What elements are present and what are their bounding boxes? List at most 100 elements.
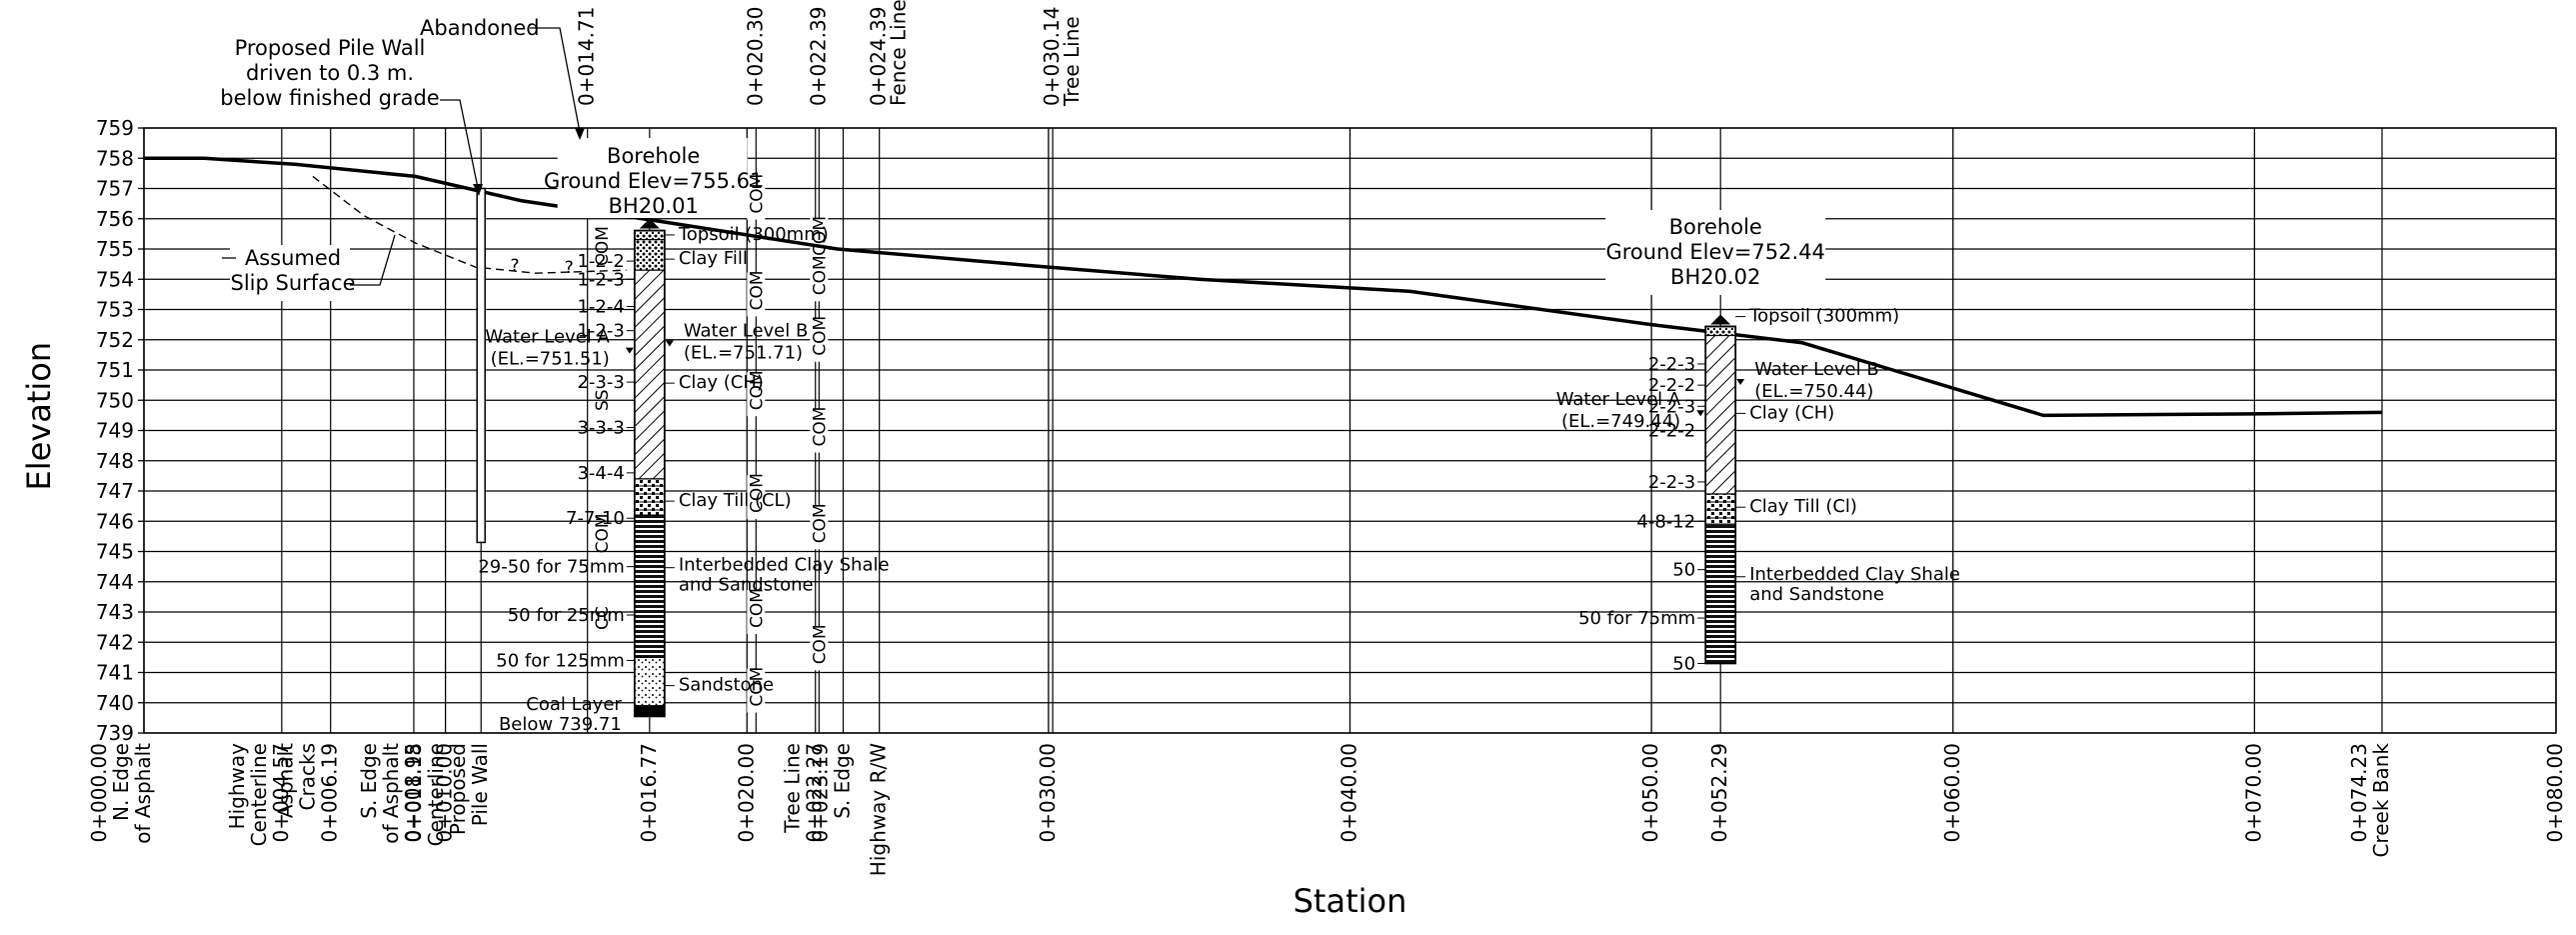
- pile-wall-note: driven to 0.3 m.: [246, 61, 414, 85]
- spt-blow-count: 3-3-3: [577, 417, 624, 438]
- y-tick-label: 747: [96, 479, 134, 503]
- y-tick-label: 741: [96, 661, 134, 685]
- y-tick-label: 746: [96, 509, 134, 533]
- water-level-b-label: Water Level B: [1754, 359, 1879, 380]
- x-station-label: 0+050.00: [1638, 743, 1662, 842]
- x-station-label: S. Edge: [357, 743, 381, 819]
- x-top-station-label: Tree Line: [1060, 16, 1084, 107]
- coal-note: Below 739.71: [499, 714, 622, 735]
- pile-wall-note: Proposed Pile Wall: [235, 36, 426, 60]
- layer-label: Clay (CH): [679, 372, 764, 393]
- water-level-b-label: Water Level B: [684, 321, 809, 342]
- x-station-label: 0+030.00: [1036, 743, 1060, 842]
- y-tick-label: 755: [96, 237, 134, 261]
- water-level-a-icon: [1696, 410, 1704, 416]
- spt-blow-count: 50 for 25mm: [508, 605, 625, 626]
- bh2-header: Borehole: [1669, 215, 1762, 239]
- spt-blow-count: 50: [1672, 560, 1695, 581]
- x-station-label: 0+040.00: [1337, 743, 1361, 842]
- borehole-layer: [635, 657, 665, 705]
- layer-label: Clay (CH): [1749, 402, 1834, 423]
- bh1-header: Ground Elev=755.61: [544, 169, 763, 193]
- spt-blow-count: 2-3-3: [577, 372, 624, 393]
- x-station-label: S. Edge: [830, 743, 854, 819]
- y-tick-label: 756: [96, 207, 134, 231]
- x-station-label: Creek Bank: [2369, 743, 2393, 858]
- water-level-b-label: (EL.=751.71): [684, 343, 803, 364]
- y-tick-label: 759: [96, 116, 134, 140]
- borehole-top-marker: [1710, 314, 1730, 324]
- layer-label: and Sandstone: [1749, 584, 1884, 605]
- x-station-label: 0+023.19: [808, 743, 832, 842]
- layer-label: Clay Fill: [679, 248, 748, 269]
- abandoned-label: Abandoned: [420, 16, 540, 40]
- borehole-layer: [635, 231, 665, 240]
- borehole-layer: [635, 479, 665, 515]
- grid-lines: [144, 128, 2556, 733]
- borehole-layer: [635, 515, 665, 657]
- water-level-a-label: Water Level A: [485, 327, 610, 348]
- column-marker-label: COM: [810, 624, 830, 664]
- axes: 7397407417427437447457467477487497507517…: [20, 0, 2567, 920]
- spt-blow-count: 2-2-3: [1648, 472, 1695, 493]
- y-tick-label: 745: [96, 540, 134, 564]
- spt-blow-count: 50 for 125mm: [496, 650, 625, 671]
- water-level-b-icon: [1736, 379, 1744, 385]
- spt-blow-count: 2-2-3: [1648, 354, 1695, 375]
- layer-label: Interbedded Clay Shale: [1749, 564, 1960, 585]
- column-marker-label: COM: [810, 407, 830, 447]
- y-tick-label: 754: [96, 267, 134, 291]
- borehole-layer: [1705, 524, 1735, 663]
- water-level-a-label: (EL.=749.44): [1561, 411, 1680, 432]
- x-station-label: 0+074.23: [2347, 743, 2371, 842]
- spt-blow-count: 50 for 75mm: [1578, 608, 1695, 629]
- pile-wall: [477, 189, 485, 543]
- ground-profile: ??: [144, 158, 2382, 542]
- x-axis-title: Station: [1293, 882, 1407, 920]
- y-tick-label: 743: [96, 600, 134, 624]
- x-top-station-label: 0+020.30: [743, 7, 767, 106]
- boreholes: 1-2-21-2-31-2-41-2-32-3-33-3-33-4-47-7-1…: [478, 219, 1960, 735]
- x-station-label: N. Edge: [109, 743, 133, 821]
- column-marker-label: COM: [810, 316, 830, 356]
- bh1-header: BH20.01: [609, 194, 699, 218]
- x-station-label: 0+006.19: [318, 743, 342, 842]
- bh2-header: BH20.02: [1670, 265, 1760, 289]
- spt-blow-count: 3-4-4: [577, 463, 624, 484]
- pile-wall-note: below finished grade: [220, 86, 439, 110]
- slip-note: Assumed: [245, 246, 341, 270]
- water-level-b-label: (EL.=750.44): [1754, 381, 1873, 402]
- x-station-label: Centerline: [424, 743, 448, 846]
- x-station-label: of Asphalt: [131, 743, 155, 844]
- x-station-label: Cracks: [296, 743, 320, 810]
- layer-label: Topsoil (300mm): [678, 224, 829, 245]
- borehole-layer: [635, 240, 665, 271]
- spt-blow-count: 1-2-4: [577, 296, 624, 317]
- spt-blow-count: 7-7-10: [566, 508, 625, 529]
- y-tick-label: 742: [96, 630, 134, 654]
- layer-label: Topsoil (300mm): [1748, 306, 1899, 327]
- x-top-station-label: Fence Line: [887, 0, 911, 106]
- spt-blow-count: 50: [1672, 653, 1695, 674]
- layer-label: Clay Till (Cl): [1749, 496, 1857, 517]
- x-station-label: 0+052.29: [1707, 743, 1731, 842]
- borehole-layer: [1705, 326, 1735, 335]
- x-station-label: 0+060.00: [1940, 743, 1964, 842]
- y-tick-label: 751: [96, 358, 134, 382]
- water-level-b-icon: [666, 341, 674, 347]
- x-station-label: Tree Line: [781, 743, 805, 834]
- y-tick-label: 739: [96, 721, 134, 745]
- bh2-header: Ground Elev=752.44: [1605, 240, 1824, 264]
- layer-label: Interbedded Clay Shale: [679, 555, 890, 576]
- coal-note: Coal Layer: [526, 694, 622, 715]
- y-tick-label: 744: [96, 570, 134, 594]
- layer-label: and Sandstone: [679, 575, 814, 596]
- x-station-label: Proposed: [446, 743, 470, 835]
- slip-question-mark: ?: [565, 258, 574, 278]
- slip-leader: [350, 235, 395, 285]
- column-marker-label: COM: [810, 255, 830, 295]
- water-level-a-icon: [626, 348, 634, 354]
